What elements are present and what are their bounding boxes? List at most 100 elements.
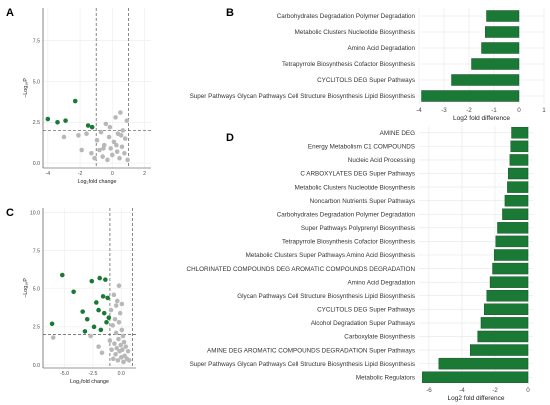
bar bbox=[486, 290, 529, 302]
nonsignificant-point bbox=[117, 155, 122, 161]
x-tick-label: -3 bbox=[441, 107, 447, 114]
bar bbox=[509, 154, 529, 166]
bar-chart-b: Carbohydrates Degradation Polymer Degrad… bbox=[190, 8, 546, 122]
x-tick-label: -4 bbox=[46, 171, 51, 177]
significant-point bbox=[55, 119, 60, 125]
category-label: Tetrapyrrole Biosynthesis Cofactor Biosy… bbox=[282, 61, 415, 68]
significant-point bbox=[85, 123, 91, 128]
panel-d: D AMINE DEG Energy Metabolism C1 COMPOUND… bbox=[187, 126, 533, 402]
y-tick-label: 0.0 bbox=[33, 161, 40, 167]
significant-point bbox=[98, 327, 104, 333]
x-tick-label: -2 bbox=[492, 387, 498, 394]
volcano-plot-a: -4 -2 0 2 0.0 2.5 5.0 7.5 Log₂fold change −Log₁₀P bbox=[23, 8, 151, 185]
significant-point bbox=[72, 98, 78, 104]
category-label: AMINE DEG AROMATIC COMPOUNDS DEGRADATION… bbox=[207, 347, 415, 354]
significant-point bbox=[89, 124, 95, 130]
significant-point bbox=[104, 319, 109, 325]
nonsignificant-point bbox=[61, 134, 67, 140]
bar bbox=[511, 127, 529, 139]
category-label: Carboxylate Biosynthesis bbox=[344, 334, 415, 341]
category-label: Metabolic Clusters Nucleotide Biosynthes… bbox=[295, 184, 415, 191]
category-label: Metabolic Regulators bbox=[356, 374, 415, 381]
nonsignificant-point bbox=[114, 149, 120, 154]
bar bbox=[495, 235, 529, 248]
nonsignificant-point bbox=[100, 154, 105, 159]
panel-c: C -5.0 -2.5 0.0 0.0 2.5 5.0 7.5 10.0 Log₂fold ch… bbox=[6, 207, 136, 385]
plot-area bbox=[43, 8, 151, 168]
bar bbox=[510, 140, 529, 153]
nonsignificant-point bbox=[112, 316, 118, 322]
nonsignificant-point bbox=[114, 142, 119, 148]
nonsignificant-point bbox=[125, 348, 131, 354]
bar bbox=[504, 194, 529, 207]
category-label: CYCLITOLS DEG Super Pathways bbox=[317, 77, 415, 84]
significant-point bbox=[63, 118, 68, 123]
y-axis-title: −Log₁₀P bbox=[23, 78, 29, 98]
bar bbox=[480, 317, 529, 329]
category-label: CYCLITOLS DEG Super Pathways bbox=[317, 307, 415, 314]
x-tick-label: -2 bbox=[466, 107, 472, 114]
x-tick-label: 1 bbox=[542, 107, 546, 114]
nonsignificant-point bbox=[123, 344, 129, 349]
bar bbox=[438, 357, 529, 370]
nonsignificant-point bbox=[92, 155, 97, 161]
nonsignificant-point bbox=[50, 335, 56, 340]
panel-letter-c: C bbox=[6, 207, 14, 219]
x-tick-label: -2 bbox=[78, 171, 83, 177]
nonsignificant-point bbox=[114, 345, 120, 351]
bar bbox=[422, 371, 529, 383]
x-axis-title: Log₂fold change bbox=[78, 179, 117, 185]
nonsignificant-point bbox=[107, 124, 113, 130]
nonsignificant-point bbox=[89, 151, 94, 156]
x-tick-label: -6 bbox=[426, 387, 432, 394]
y-axis-title: −Log₁₀P bbox=[23, 278, 29, 298]
significant-point bbox=[101, 310, 107, 316]
nonsignificant-point bbox=[113, 303, 119, 308]
nonsignificant-point bbox=[106, 134, 112, 140]
panel-letter-b: B bbox=[226, 7, 234, 19]
plot-area bbox=[43, 208, 136, 368]
x-tick-label: -5.0 bbox=[60, 371, 69, 377]
significant-point bbox=[71, 289, 76, 295]
x-axis-title: Log₂fold change bbox=[70, 379, 109, 385]
nonsignificant-point bbox=[116, 336, 121, 342]
significant-point bbox=[82, 329, 88, 334]
nonsignificant-point bbox=[119, 327, 125, 333]
panel-b: B Carbohydrates Degradation Polymer Degr… bbox=[190, 7, 547, 122]
x-axis-title: Log2 fold difference bbox=[448, 395, 505, 402]
nonsignificant-point bbox=[118, 133, 124, 138]
significant-point bbox=[96, 307, 101, 313]
significant-point bbox=[89, 278, 95, 284]
bar bbox=[489, 276, 529, 288]
nonsignificant-point bbox=[119, 144, 125, 150]
nonsignificant-point bbox=[115, 358, 121, 363]
nonsignificant-point bbox=[105, 157, 110, 163]
category-label: CHLORINATED COMPOUNDS DEG AROMATIC COMPO… bbox=[187, 266, 416, 273]
category-label: Nucleic Acid Processing bbox=[348, 157, 416, 164]
nonsignificant-point bbox=[117, 310, 123, 316]
category-label: AMINE DEG bbox=[380, 130, 415, 137]
bar bbox=[477, 330, 529, 343]
nonsignificant-point bbox=[113, 330, 119, 336]
significant-point bbox=[103, 277, 108, 282]
y-tick-label: 7.5 bbox=[33, 38, 40, 44]
category-label: Metabolic Clusters Super Pathways Amino … bbox=[246, 252, 415, 259]
nonsignificant-point bbox=[107, 338, 113, 343]
significant-point bbox=[94, 300, 99, 305]
nonsignificant-point bbox=[121, 359, 126, 365]
category-label: Super Pathways Glycan Pathways Cell Stru… bbox=[190, 93, 415, 100]
significant-point bbox=[45, 116, 51, 122]
nonsignificant-point bbox=[111, 139, 117, 145]
bar bbox=[493, 249, 529, 261]
nonsignificant-point bbox=[97, 147, 102, 153]
volcano-plot-c: -5.0 -2.5 0.0 0.0 2.5 5.0 7.5 10.0 Log₂fold chan… bbox=[23, 208, 136, 385]
nonsignificant-point bbox=[98, 129, 104, 135]
nonsignificant-point bbox=[120, 333, 126, 339]
bar bbox=[507, 181, 529, 193]
bar bbox=[421, 90, 520, 102]
nonsignificant-point bbox=[79, 147, 84, 153]
x-tick-label: 0 bbox=[526, 387, 530, 394]
nonsignificant-point bbox=[121, 339, 127, 345]
significant-point bbox=[97, 275, 103, 281]
